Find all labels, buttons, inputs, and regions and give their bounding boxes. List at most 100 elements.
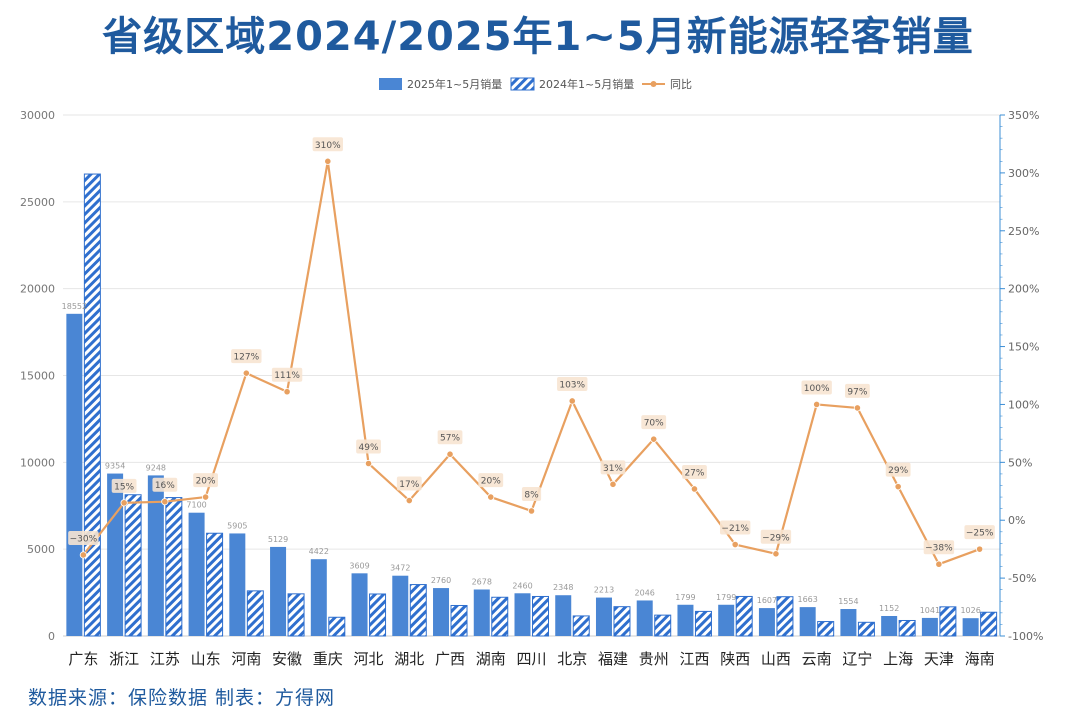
- bar-value-label: 5905: [227, 521, 247, 530]
- legend-label-2024: 2024年1~5月销量: [539, 77, 634, 91]
- data-labels: 18552 9354 9248 7100 5905 5129 4422 3609 3472 276…: [62, 137, 995, 615]
- bar-2025: [473, 589, 490, 636]
- legend-swatch-2025: [379, 78, 402, 90]
- y-left-tick-label: 20000: [20, 283, 55, 296]
- yoy-point: [446, 450, 454, 458]
- bar-2025: [718, 604, 735, 636]
- chart-title: 省级区域2024/2025年1~5月新能源轻客销量: [102, 14, 974, 60]
- bar-2025: [188, 512, 205, 636]
- bar-value-label: 2046: [635, 588, 655, 597]
- x-category-label: 河南: [231, 650, 261, 668]
- yoy-point: [527, 507, 536, 515]
- yoy-value-label: 29%: [888, 466, 908, 476]
- bar-2025: [636, 600, 653, 636]
- x-category-label: 江西: [679, 650, 709, 668]
- y-right-tick-label: 300%: [1008, 167, 1039, 180]
- x-category-label: 广西: [435, 650, 465, 668]
- yoy-value-label: −25%: [966, 529, 994, 539]
- yoy-point: [976, 545, 984, 553]
- bar-2024: [694, 610, 712, 637]
- yoy-point: [364, 459, 373, 468]
- bar-2024: [572, 615, 590, 637]
- bar-2024: [369, 593, 387, 637]
- x-category-label: 山东: [191, 650, 221, 668]
- yoy-label-box: [111, 478, 137, 493]
- yoy-value-label: 127%: [233, 353, 259, 363]
- yoy-value-label: 27%: [684, 468, 704, 478]
- yoy-label-box: [885, 462, 911, 477]
- y-right-tick-label: 150%: [1008, 341, 1039, 354]
- series-2025-bars: [66, 313, 979, 636]
- yoy-label-box: [271, 367, 303, 382]
- x-category-label: 贵州: [639, 650, 669, 668]
- yoy-value-label: 31%: [603, 464, 623, 474]
- bar-2025: [555, 595, 572, 636]
- yoy-value-label: 111%: [274, 371, 300, 381]
- yoy-point: [813, 400, 821, 409]
- bar-2024: [898, 619, 916, 637]
- bar-2025: [758, 608, 775, 636]
- x-category-label: 湖南: [476, 650, 506, 668]
- yoy-point: [120, 499, 128, 507]
- yoy-value-label: 8%: [524, 490, 539, 500]
- bar-2024: [165, 497, 183, 637]
- yoy-point: [650, 435, 658, 443]
- yoy-label-box: [231, 349, 262, 364]
- bar-value-label: 1663: [797, 595, 817, 604]
- bar-2025: [310, 559, 327, 636]
- bar-2024: [328, 616, 346, 637]
- bar-2024: [124, 494, 142, 637]
- yoy-label-box: [760, 529, 792, 544]
- bar-value-label: 1041: [920, 606, 940, 615]
- bar-2024: [735, 595, 753, 637]
- yoy-point: [79, 551, 87, 559]
- y-left-tick-label: 0: [48, 630, 55, 643]
- yoy-point: [609, 480, 617, 488]
- yoy-value-label: 15%: [114, 482, 134, 492]
- bar-value-label: 1554: [838, 597, 858, 606]
- yoy-point: [690, 485, 699, 493]
- yoy-point: [283, 388, 291, 396]
- bar-2024: [654, 614, 672, 637]
- bar-value-label: 2460: [512, 581, 532, 590]
- yoy-value-label: 103%: [559, 380, 585, 390]
- bar-2024: [857, 621, 875, 637]
- yoy-point: [853, 404, 862, 412]
- bar-value-label: 4422: [309, 547, 329, 556]
- bar-2024: [817, 621, 835, 637]
- y-right-tick-label: -100%: [1008, 630, 1043, 643]
- yoy-point: [161, 498, 169, 506]
- y-left-tick-label: 5000: [27, 543, 55, 556]
- yoy-point: [772, 550, 780, 558]
- yoy-point: [935, 560, 943, 568]
- bar-value-label: 9354: [105, 462, 125, 471]
- yoy-point: [324, 157, 332, 165]
- x-category-label: 福建: [598, 650, 628, 668]
- bar-2024: [532, 595, 549, 637]
- yoy-line: [82, 160, 981, 566]
- bar-value-label: 1026: [960, 606, 980, 615]
- x-category-label: 天津: [924, 650, 954, 668]
- yoy-label-box: [68, 530, 99, 545]
- bar-2025: [799, 607, 816, 636]
- bar-2025: [677, 604, 694, 636]
- yoy-point: [894, 483, 902, 491]
- x-category-label: 河北: [354, 650, 384, 668]
- bar-2025: [433, 588, 450, 636]
- bar-value-label: 1152: [879, 604, 899, 613]
- yoy-label-box: [152, 477, 178, 492]
- bar-2024: [613, 606, 631, 637]
- x-category-label: 海南: [965, 650, 995, 668]
- x-category-label: 安徽: [272, 650, 302, 668]
- yoy-label-box: [312, 137, 344, 152]
- yoy-point: [731, 540, 739, 549]
- yoy-value-label: 17%: [399, 480, 419, 490]
- bar-value-label: 2348: [553, 583, 573, 592]
- bar-2024: [409, 584, 427, 637]
- bar-2025: [840, 609, 857, 636]
- bar-2025: [66, 313, 83, 636]
- bar-2024: [287, 593, 305, 637]
- bar-value-label: 1607: [757, 596, 777, 605]
- yoy-value-label: 49%: [359, 443, 379, 453]
